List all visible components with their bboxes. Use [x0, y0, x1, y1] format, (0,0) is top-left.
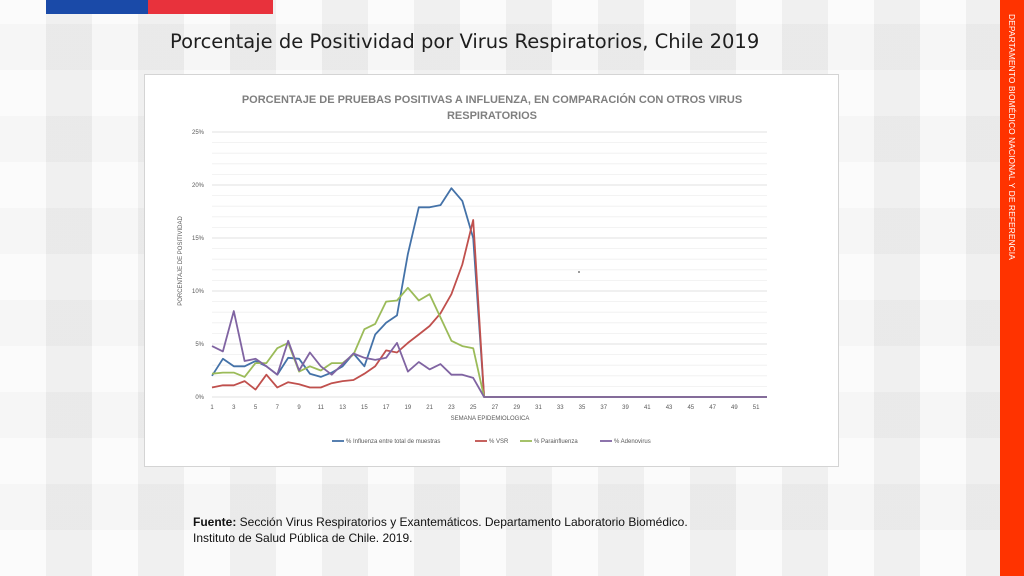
x-tick-label: 11: [318, 405, 325, 411]
x-tick-label: 31: [535, 405, 542, 411]
flag-red-stripe: [148, 0, 273, 14]
x-tick-label: 25: [470, 405, 477, 411]
y-tick-label: 0%: [195, 395, 204, 401]
series-line-3: [211, 286, 767, 398]
side-label-container: DEPARTAMENTO BIOMÉDICO NACIONAL Y DE REF…: [1000, 0, 1024, 576]
y-tick-label: 10%: [192, 289, 205, 295]
x-tick-label: 1: [210, 405, 214, 411]
legend-label: % VSR: [489, 439, 509, 445]
x-tick-label: 3: [232, 405, 236, 411]
x-tick-label: 41: [644, 405, 651, 411]
x-tick-label: 17: [383, 405, 390, 411]
x-tick-label: 13: [339, 405, 346, 411]
series-line-2: [211, 219, 767, 398]
side-label: DEPARTAMENTO BIOMÉDICO NACIONAL Y DE REF…: [1007, 14, 1017, 260]
x-tick-label: 23: [448, 405, 455, 411]
page-title: Porcentaje de Positividad por Virus Resp…: [170, 30, 760, 53]
line-chart: PORCENTAJE DE PRUEBAS POSITIVAS A INFLUE…: [178, 93, 767, 445]
grid: [212, 131, 767, 398]
x-tick-label: 21: [426, 405, 433, 411]
x-tick-label: 43: [666, 405, 673, 411]
source-note: Fuente: Sección Virus Respiratorios y Ex…: [193, 514, 688, 546]
side-bar: [1000, 0, 1024, 576]
source-line2: Instituto de Salud Pública de Chile. 201…: [193, 531, 413, 545]
legend: % Influenza entre total de muestras % VSR…: [332, 439, 651, 445]
y-tick-label: 20%: [192, 183, 205, 189]
series-line-4: [211, 310, 767, 398]
legend-label: % Parainfluenza: [534, 439, 578, 445]
y-tick-label: 5%: [195, 342, 204, 348]
x-tick-label: 29: [513, 405, 520, 411]
y-tick-label: 15%: [192, 236, 205, 242]
x-tick-label: 39: [622, 405, 629, 411]
x-tick-label: 47: [709, 405, 716, 411]
x-axis-label: SEMANA EPIDEMIOLOGICA: [451, 416, 530, 422]
chart-title-line1: PORCENTAJE DE PRUEBAS POSITIVAS A INFLUE…: [242, 93, 742, 106]
legend-label: % Adenovirus: [614, 439, 651, 445]
x-tick-label: 19: [405, 405, 412, 411]
chart-container: PORCENTAJE DE PRUEBAS POSITIVAS A INFLUE…: [144, 74, 839, 467]
x-tick-label: 5: [254, 405, 258, 411]
series-lines: [211, 187, 767, 398]
flag-blue-stripe: [46, 0, 148, 14]
source-label: Fuente:: [193, 515, 237, 529]
series-line-1: [211, 187, 767, 398]
legend-label: % Influenza entre total de muestras: [346, 439, 440, 445]
x-tick-label: 15: [361, 405, 368, 411]
x-tick-label: 33: [557, 405, 564, 411]
y-axis-label: PORCENTAJE DE POSITIVIDAD: [178, 216, 184, 306]
x-tick-label: 35: [579, 405, 586, 411]
x-tick-label: 49: [731, 405, 738, 411]
chart-title-line2: RESPIRATORIOS: [447, 110, 537, 122]
x-tick-label: 37: [600, 405, 607, 411]
x-tick-label: 27: [492, 405, 499, 411]
source-line1: Sección Virus Respiratorios y Exantemáti…: [236, 515, 688, 529]
y-tick-labels: 0% 5% 10% 15% 20% 25%: [192, 130, 205, 401]
x-tick-label: 9: [297, 405, 301, 411]
y-tick-label: 25%: [192, 130, 205, 136]
stray-dot: [578, 271, 580, 273]
x-tick-labels: 1 3 5 7 9 11 13 15 17 19 21 23 25 27 29 31 33 35 37 39 41 43 4…: [210, 405, 760, 411]
x-tick-label: 51: [753, 405, 760, 411]
x-tick-label: 45: [687, 405, 694, 411]
x-tick-label: 7: [276, 405, 280, 411]
